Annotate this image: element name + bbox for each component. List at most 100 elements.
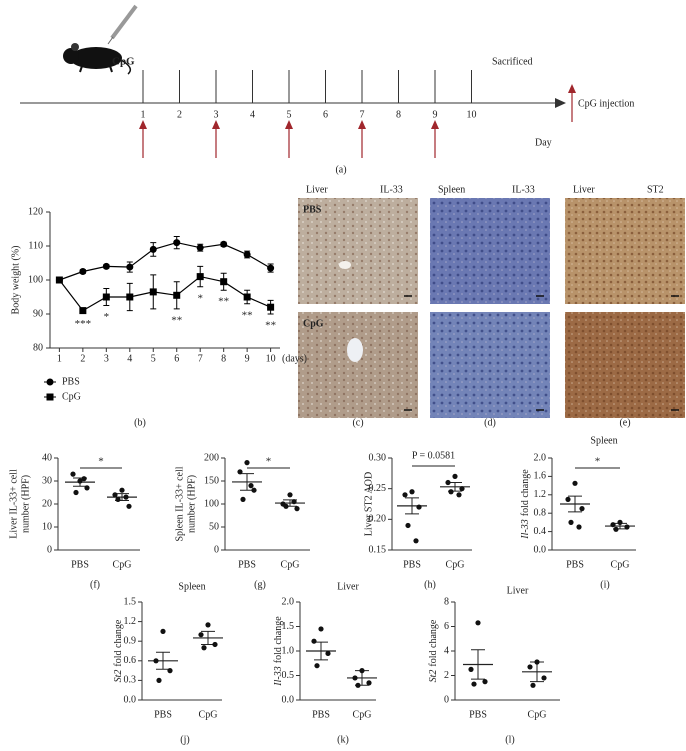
data-point	[311, 638, 317, 644]
x-tick-label: 7	[198, 353, 203, 364]
data-point	[153, 658, 159, 664]
x-tick-label: 8	[221, 353, 226, 364]
axes	[454, 602, 560, 701]
x-tick-label: PBS	[312, 709, 330, 720]
y-tick-label: 0.30	[369, 452, 387, 463]
y-tick-label: 1.2	[124, 616, 137, 627]
y-axis-label: Spleen IL-33+ cell	[174, 466, 185, 541]
marker	[55, 276, 63, 284]
micrograph-texture	[565, 198, 685, 304]
y-tick-label: 1.0	[282, 645, 295, 656]
micrograph-texture	[565, 312, 685, 418]
y-tick-label: 2.0	[534, 452, 547, 463]
error-bar	[405, 497, 419, 515]
data-point	[198, 632, 204, 638]
data-point	[402, 492, 408, 498]
injection-arrow-head	[285, 120, 293, 129]
injection-arrow-head	[212, 120, 220, 129]
chart-title: Liver	[507, 585, 529, 596]
day-label: 2	[177, 109, 182, 120]
data-point	[251, 487, 257, 493]
treatment-label: CpG	[112, 56, 135, 68]
panel-label: (d)	[484, 417, 496, 428]
data-point	[318, 626, 324, 632]
y-axis-label-text: fold change	[113, 619, 124, 666]
y-tick-label: 80	[33, 342, 43, 353]
y-tick-label: 2	[444, 670, 449, 681]
data-point	[237, 469, 243, 475]
stain-label: IL-33	[512, 184, 535, 195]
y-tick-label: 1.2	[534, 489, 547, 500]
p-value: P = 0.0581	[412, 450, 455, 461]
legend-marker	[46, 378, 54, 386]
y-tick-label: 6	[444, 621, 449, 632]
significance: **	[265, 320, 276, 332]
y-tick-label: 0.0	[282, 694, 295, 705]
panel-label: (a)	[335, 164, 346, 175]
marker	[243, 293, 251, 301]
data-point	[459, 486, 465, 492]
gene-name: Il-33	[520, 519, 531, 539]
x-tick-label: 5	[151, 353, 156, 364]
panel-label: (k)	[337, 734, 349, 745]
marker	[126, 263, 134, 271]
error-bar	[568, 495, 582, 513]
data-point	[541, 675, 547, 681]
marker	[102, 293, 110, 301]
legend-marker	[46, 393, 54, 401]
panel-label: (g)	[254, 579, 266, 590]
marker	[79, 268, 87, 275]
data-point	[534, 659, 540, 665]
x-tick-label: CpG	[199, 709, 218, 720]
day-label: 5	[287, 109, 292, 120]
data-point	[624, 524, 630, 530]
data-point	[84, 485, 90, 491]
x-tick-label: PBS	[403, 559, 421, 570]
y-tick-label: 2.0	[282, 596, 295, 607]
y-tick-label: 4	[444, 645, 449, 656]
marker	[79, 307, 87, 315]
data-point	[530, 682, 536, 688]
micrograph-texture	[298, 312, 418, 418]
panel-label: (h)	[424, 579, 436, 590]
y-axis-label-text: fold change	[428, 619, 439, 666]
y-tick-label: 0.0	[534, 544, 547, 555]
data-point	[617, 519, 623, 526]
significance: ***	[75, 318, 92, 330]
panel-label: (c)	[352, 417, 363, 428]
y-tick-label: 100	[28, 274, 43, 285]
day-label: 3	[214, 109, 219, 120]
data-point	[468, 666, 474, 672]
panel-label: (j)	[180, 734, 189, 745]
data-point	[287, 492, 293, 498]
data-point	[314, 663, 320, 669]
data-point	[167, 668, 173, 674]
data-point	[576, 524, 582, 530]
marker	[149, 245, 157, 253]
y-tick-label: 0.15	[369, 544, 387, 555]
micrograph-texture	[298, 198, 418, 304]
data-point	[77, 478, 83, 484]
axes	[57, 458, 140, 551]
data-point	[248, 483, 254, 489]
data-point	[201, 645, 207, 651]
day-label: 1	[141, 109, 146, 120]
chart-title: Spleen	[590, 435, 617, 446]
chart-title: Spleen	[178, 581, 205, 592]
data-point	[416, 504, 422, 510]
y-axis-label: Il-33 fold change	[273, 616, 284, 687]
data-point	[405, 522, 411, 529]
legend-label: CpG injection	[578, 98, 634, 109]
y-tick-label: 150	[204, 475, 219, 486]
y-tick-label: 120	[28, 206, 43, 217]
series-line	[59, 241, 271, 281]
y-tick-label: 50	[209, 521, 219, 532]
x-tick-label: CpG	[446, 559, 465, 570]
end-label: Sacrificed	[492, 56, 533, 67]
y-tick-label: 20	[42, 498, 52, 509]
x-tick-label: 10	[266, 353, 276, 364]
y-axis-label: Liver IL-33+ cell	[8, 469, 19, 539]
x-tick-label: CpG	[528, 709, 547, 720]
x-tick-label: PBS	[566, 559, 584, 570]
x-tick-label: 4	[127, 353, 132, 364]
